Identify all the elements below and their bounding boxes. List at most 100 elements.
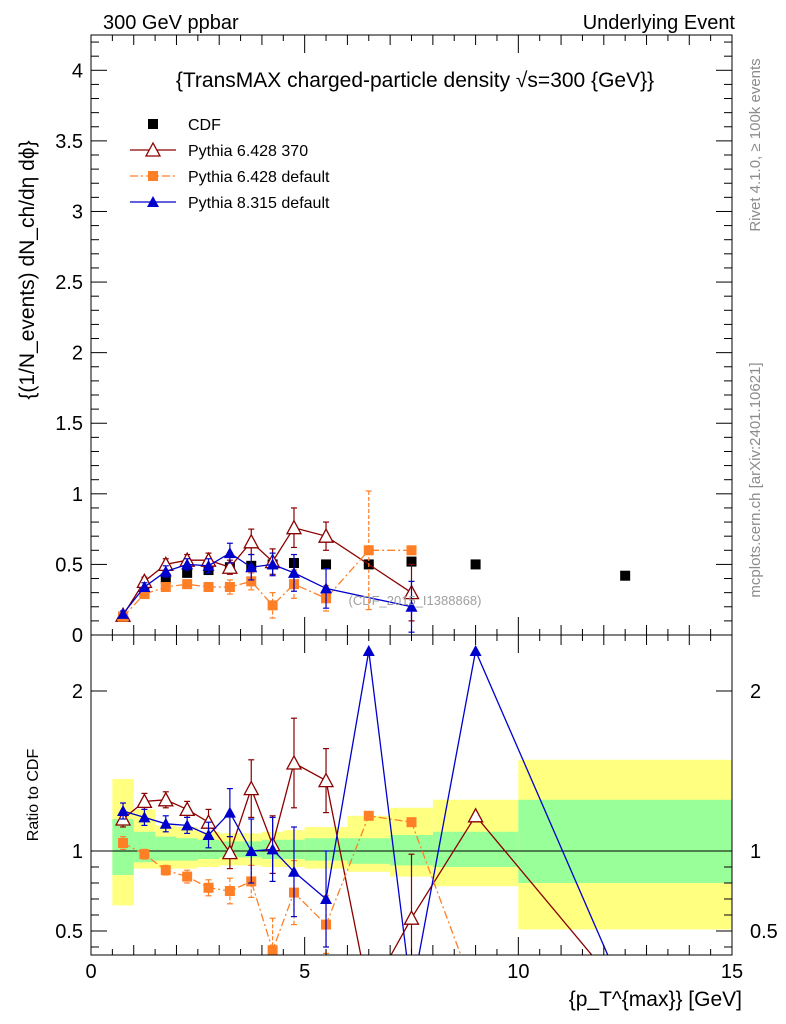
pythia6-370-point xyxy=(317,527,335,543)
pythia6-default-ratio-point xyxy=(224,886,235,896)
pythia8-default-ratio-point xyxy=(138,811,151,823)
pythia8-default-point xyxy=(223,547,236,559)
ratio-band-green xyxy=(432,831,519,867)
cdf-point xyxy=(620,570,631,581)
x-tick-label: 10 xyxy=(507,961,529,983)
y-tick-label: 4 xyxy=(72,60,83,82)
header-left: 300 GeV ppbar xyxy=(103,12,239,34)
series-pythia8-default xyxy=(117,542,418,633)
rivet-label: Rivet 4.1.0, ≥ 100k events xyxy=(747,58,764,231)
main-panel: 0 0.5 1 1.5 2 2.5 3 3.5 4 {TransMAX charged-part… xyxy=(16,34,733,647)
ratio-y-tick-label: 2 xyxy=(72,681,83,703)
ratio-band-green xyxy=(197,839,220,859)
pythia6-default-ratio-point xyxy=(203,882,214,893)
pythia6-370-point xyxy=(243,533,260,549)
pythia8-default-ratio-point xyxy=(159,817,172,829)
ratio-band-green xyxy=(133,831,156,863)
pythia6-default-point xyxy=(203,582,214,592)
y-tick-label: 1 xyxy=(72,484,83,506)
pythia6-370-point xyxy=(221,558,238,574)
pythia8-default-ratio-point xyxy=(287,865,300,877)
pythia6-default-point xyxy=(267,600,278,611)
header-right: Underlying Event xyxy=(583,12,736,34)
pythia6-default-ratio-point xyxy=(363,810,374,821)
pythia6-default-ratio-point xyxy=(406,817,417,828)
x-tick-label: 15 xyxy=(721,961,743,983)
pythia8-default-point xyxy=(202,559,215,571)
cdf-point xyxy=(406,556,417,567)
ratio-bands xyxy=(112,759,732,930)
pythia6-370-ratio-point xyxy=(362,988,376,1001)
pythia6-370-ratio-point xyxy=(285,754,303,770)
mcplots-label: mcplots.cern.ch [arXiv:2401.10621] xyxy=(747,362,764,597)
pythia8-default-point xyxy=(245,561,258,573)
ratio-band-green xyxy=(304,838,348,861)
pythia6-370-ratio-point xyxy=(317,772,335,788)
pythia6-370-ratio-point xyxy=(467,807,484,823)
y-axis-label: {(1/N_events) dN_ch/dη dϕ} xyxy=(16,140,39,399)
pythia6-default-ratio-point xyxy=(118,838,129,848)
legend-entry-cdf: CDF xyxy=(148,117,221,134)
y-tick-label: 0 xyxy=(72,625,83,647)
pythia6-default-point xyxy=(182,579,193,590)
x-tick-label: 0 xyxy=(85,961,96,983)
analysis-watermark: (CDF_2015_I1388868) xyxy=(349,593,482,608)
ratio-band-green xyxy=(155,836,177,861)
pythia6-default-ratio-point xyxy=(267,945,278,955)
legend-marker xyxy=(148,119,158,129)
series-pythia8-default-ratio xyxy=(117,645,609,955)
x-tick-label: 5 xyxy=(299,961,310,983)
x-axis-label: {p_T^{max}} [GeV] xyxy=(569,988,742,1011)
legend-marker xyxy=(144,141,162,157)
legend-entry-pythia8-default: Pythia 8.315 default xyxy=(130,195,330,212)
ratio-y-tick-label-right: 1 xyxy=(750,841,761,863)
pythia8-default-ratio-point xyxy=(469,645,482,656)
ratio-plot-data xyxy=(114,645,609,1001)
legend: CDF Pythia 6.428 370 Pythia 6.428 default P… xyxy=(130,117,330,212)
pythia6-370-point xyxy=(285,519,303,535)
y-tick-label: 1.5 xyxy=(55,413,83,435)
pythia8-default-point xyxy=(181,558,194,570)
pythia6-default-ratio-point xyxy=(160,865,171,876)
pythia8-default-ratio-point xyxy=(245,845,258,856)
cdf-point xyxy=(321,559,332,570)
pythia6-370-ratio-point xyxy=(157,791,174,807)
y-tick-label: 3.5 xyxy=(55,131,83,153)
pythia6-default-point xyxy=(406,545,417,556)
pythia8-default-point xyxy=(159,565,172,577)
main-plot-data xyxy=(114,490,631,633)
pythia8-default-point xyxy=(117,607,130,619)
ratio-band-green xyxy=(176,838,198,861)
pythia6-370-ratio-point xyxy=(136,793,153,809)
cdf-point xyxy=(160,573,171,584)
pythia6-default-point xyxy=(363,545,374,556)
legend-label: Pythia 6.428 default xyxy=(188,169,330,186)
pythia6-default-point xyxy=(160,582,171,592)
pythia8-default-ratio-point xyxy=(181,819,194,831)
pythia8-default-ratio-point xyxy=(266,843,279,855)
pythia6-default-ratio-point xyxy=(471,990,481,1000)
ratio-y-tick-label-right: 2 xyxy=(750,681,761,703)
legend-label: Pythia 6.428 370 xyxy=(188,143,308,160)
cdf-point xyxy=(182,567,193,578)
pythia6-370-ratio-point xyxy=(179,801,196,817)
legend-entry-pythia6-default: Pythia 6.428 default xyxy=(130,169,330,186)
pythia8-default-point xyxy=(320,582,333,594)
pythia8-default-ratio-point xyxy=(117,805,130,816)
pythia6-default-ratio-point xyxy=(139,849,150,860)
pythia8-default-ratio-line xyxy=(122,648,609,955)
pythia6-default-ratio-point xyxy=(182,871,193,882)
pythia8-default-ratio-point xyxy=(223,806,236,818)
chart-title: {TransMAX charged-particle density √s=30… xyxy=(176,69,654,92)
pythia6-370-ratio-point xyxy=(221,844,238,860)
series-pythia6-370-ratio xyxy=(114,717,593,1001)
pythia6-370-ratio-point xyxy=(243,780,260,796)
legend-label: Pythia 8.315 default xyxy=(188,195,330,212)
pythia8-default-point xyxy=(405,600,418,612)
y-tick-label: 0.5 xyxy=(55,554,83,576)
pythia6-370-ratio-point xyxy=(403,909,420,925)
pythia8-default-point xyxy=(266,558,279,570)
pythia8-default-ratio-point xyxy=(202,829,215,840)
pythia8-default-point xyxy=(287,566,300,578)
